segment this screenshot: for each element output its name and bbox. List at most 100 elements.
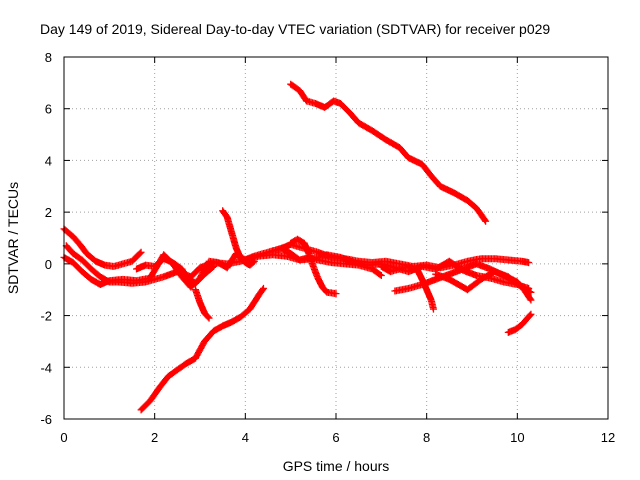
data-point bbox=[72, 252, 74, 255]
x-tick-label: 8 bbox=[423, 430, 430, 445]
data-point bbox=[144, 264, 147, 266]
series-arc-12 bbox=[432, 268, 535, 296]
data-point bbox=[99, 275, 102, 278]
data-point bbox=[421, 163, 423, 166]
data-point bbox=[181, 268, 183, 270]
data-point bbox=[230, 232, 233, 234]
y-tick-label: 8 bbox=[45, 50, 52, 65]
data-point bbox=[194, 357, 197, 360]
data-point bbox=[194, 282, 197, 285]
data-point bbox=[466, 260, 469, 263]
data-point bbox=[530, 313, 532, 316]
data-point bbox=[434, 273, 437, 276]
data-point bbox=[453, 191, 455, 194]
data-point bbox=[332, 100, 335, 102]
data-point bbox=[448, 273, 451, 276]
data-point bbox=[108, 279, 111, 282]
data-point bbox=[389, 270, 392, 273]
data-point bbox=[208, 317, 210, 319]
data-point bbox=[475, 263, 478, 265]
data-series bbox=[60, 80, 535, 414]
data-point bbox=[194, 288, 197, 291]
data-point bbox=[67, 232, 70, 234]
data-point bbox=[421, 265, 423, 268]
data-point bbox=[65, 244, 68, 247]
data-point bbox=[407, 287, 410, 290]
data-point bbox=[140, 409, 142, 411]
data-point bbox=[475, 207, 478, 210]
y-tick-label: 2 bbox=[45, 205, 52, 220]
x-tick-label: 6 bbox=[332, 430, 339, 445]
data-point bbox=[493, 270, 496, 273]
data-point bbox=[181, 275, 183, 278]
data-point bbox=[258, 255, 260, 257]
data-point bbox=[113, 265, 115, 268]
data-point bbox=[407, 265, 410, 268]
data-point bbox=[81, 270, 83, 273]
data-point bbox=[357, 122, 360, 124]
data-point bbox=[489, 268, 491, 270]
x-tick-label: 4 bbox=[242, 430, 249, 445]
data-point bbox=[457, 283, 460, 286]
chart-title: Day 149 of 2019, Sidereal Day-to-day VTE… bbox=[40, 21, 550, 37]
series-arc-14 bbox=[269, 244, 385, 279]
data-point bbox=[190, 286, 192, 288]
y-tick-label: -2 bbox=[40, 309, 52, 324]
data-point bbox=[221, 325, 224, 327]
data-point bbox=[285, 255, 287, 257]
data-point bbox=[226, 266, 228, 269]
data-point bbox=[203, 273, 206, 276]
data-point bbox=[185, 362, 188, 365]
data-point bbox=[407, 270, 410, 273]
data-point bbox=[521, 323, 523, 326]
data-point bbox=[527, 261, 530, 264]
series-arc-10 bbox=[377, 262, 437, 313]
data-point bbox=[335, 292, 337, 295]
data-point bbox=[462, 268, 464, 270]
data-point bbox=[79, 243, 81, 246]
data-point bbox=[493, 257, 496, 260]
data-point bbox=[507, 275, 510, 278]
data-point bbox=[217, 261, 219, 264]
data-point bbox=[289, 252, 292, 255]
data-point bbox=[480, 257, 482, 260]
data-point bbox=[72, 261, 74, 264]
data-point bbox=[317, 251, 319, 254]
data-point bbox=[199, 301, 201, 304]
data-point bbox=[162, 257, 165, 260]
data-point bbox=[158, 387, 160, 389]
data-point bbox=[439, 185, 442, 188]
data-point bbox=[484, 220, 487, 222]
data-point bbox=[339, 256, 342, 259]
data-point bbox=[425, 288, 428, 291]
data-point bbox=[398, 268, 401, 270]
data-point bbox=[289, 242, 292, 244]
data-point bbox=[289, 83, 292, 85]
data-point bbox=[530, 299, 532, 301]
x-tick-label: 0 bbox=[60, 430, 67, 445]
data-point bbox=[448, 260, 451, 263]
data-point bbox=[448, 278, 451, 281]
series-arc-13 bbox=[504, 310, 535, 336]
data-point bbox=[326, 254, 328, 256]
data-point bbox=[262, 287, 265, 290]
data-point bbox=[507, 259, 510, 261]
data-point bbox=[430, 175, 433, 177]
data-point bbox=[203, 312, 206, 314]
data-point bbox=[296, 238, 299, 241]
data-point bbox=[317, 259, 319, 261]
data-point bbox=[271, 250, 274, 252]
data-point bbox=[72, 235, 74, 238]
data-point bbox=[330, 261, 333, 264]
data-point bbox=[430, 299, 433, 301]
data-point bbox=[253, 260, 256, 263]
data-point bbox=[212, 330, 215, 332]
x-axis-label: GPS time / hours bbox=[283, 458, 390, 474]
data-point bbox=[212, 265, 215, 268]
data-point bbox=[298, 259, 301, 261]
data-point bbox=[421, 278, 423, 281]
tick-labels: 0 2 4 6 8 10 12 -6 -4 -2 0 2 4 6 8 bbox=[40, 50, 615, 445]
data-point bbox=[317, 277, 319, 279]
data-point bbox=[507, 331, 510, 334]
data-point bbox=[466, 288, 469, 291]
